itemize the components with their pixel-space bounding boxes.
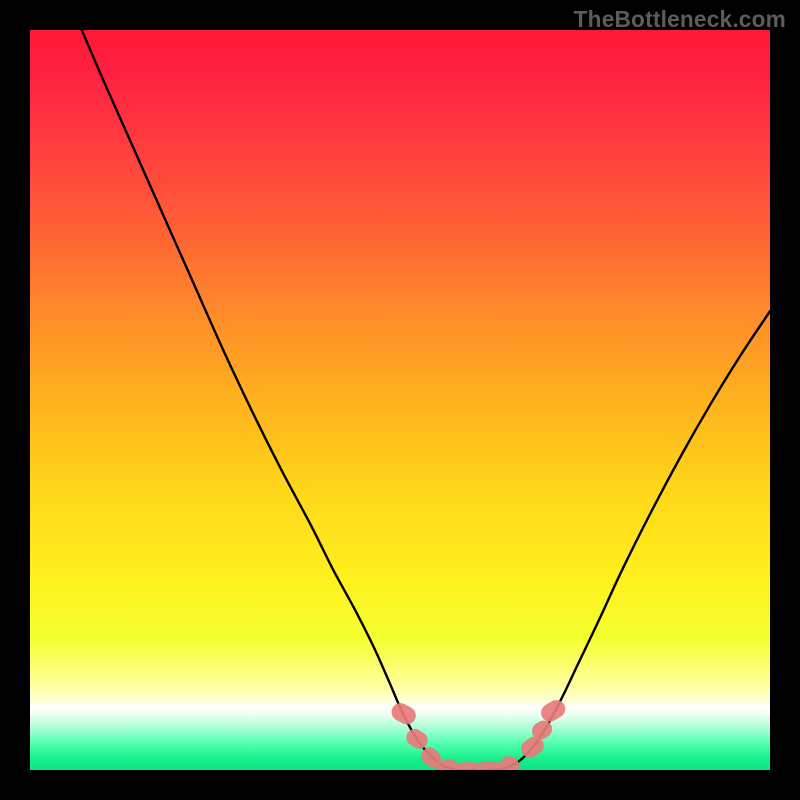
curve-marker bbox=[403, 726, 431, 752]
curve-marker bbox=[538, 697, 569, 725]
curve-marker bbox=[455, 762, 482, 770]
curve-markers bbox=[30, 30, 770, 770]
outer-frame bbox=[30, 30, 770, 770]
curve-marker bbox=[477, 761, 503, 770]
curve-marker bbox=[388, 700, 419, 727]
plot-area bbox=[30, 30, 770, 770]
watermark-text: TheBottleneck.com bbox=[574, 6, 786, 33]
chart-stage: TheBottleneck.com bbox=[0, 0, 800, 800]
curve-marker bbox=[498, 754, 521, 770]
